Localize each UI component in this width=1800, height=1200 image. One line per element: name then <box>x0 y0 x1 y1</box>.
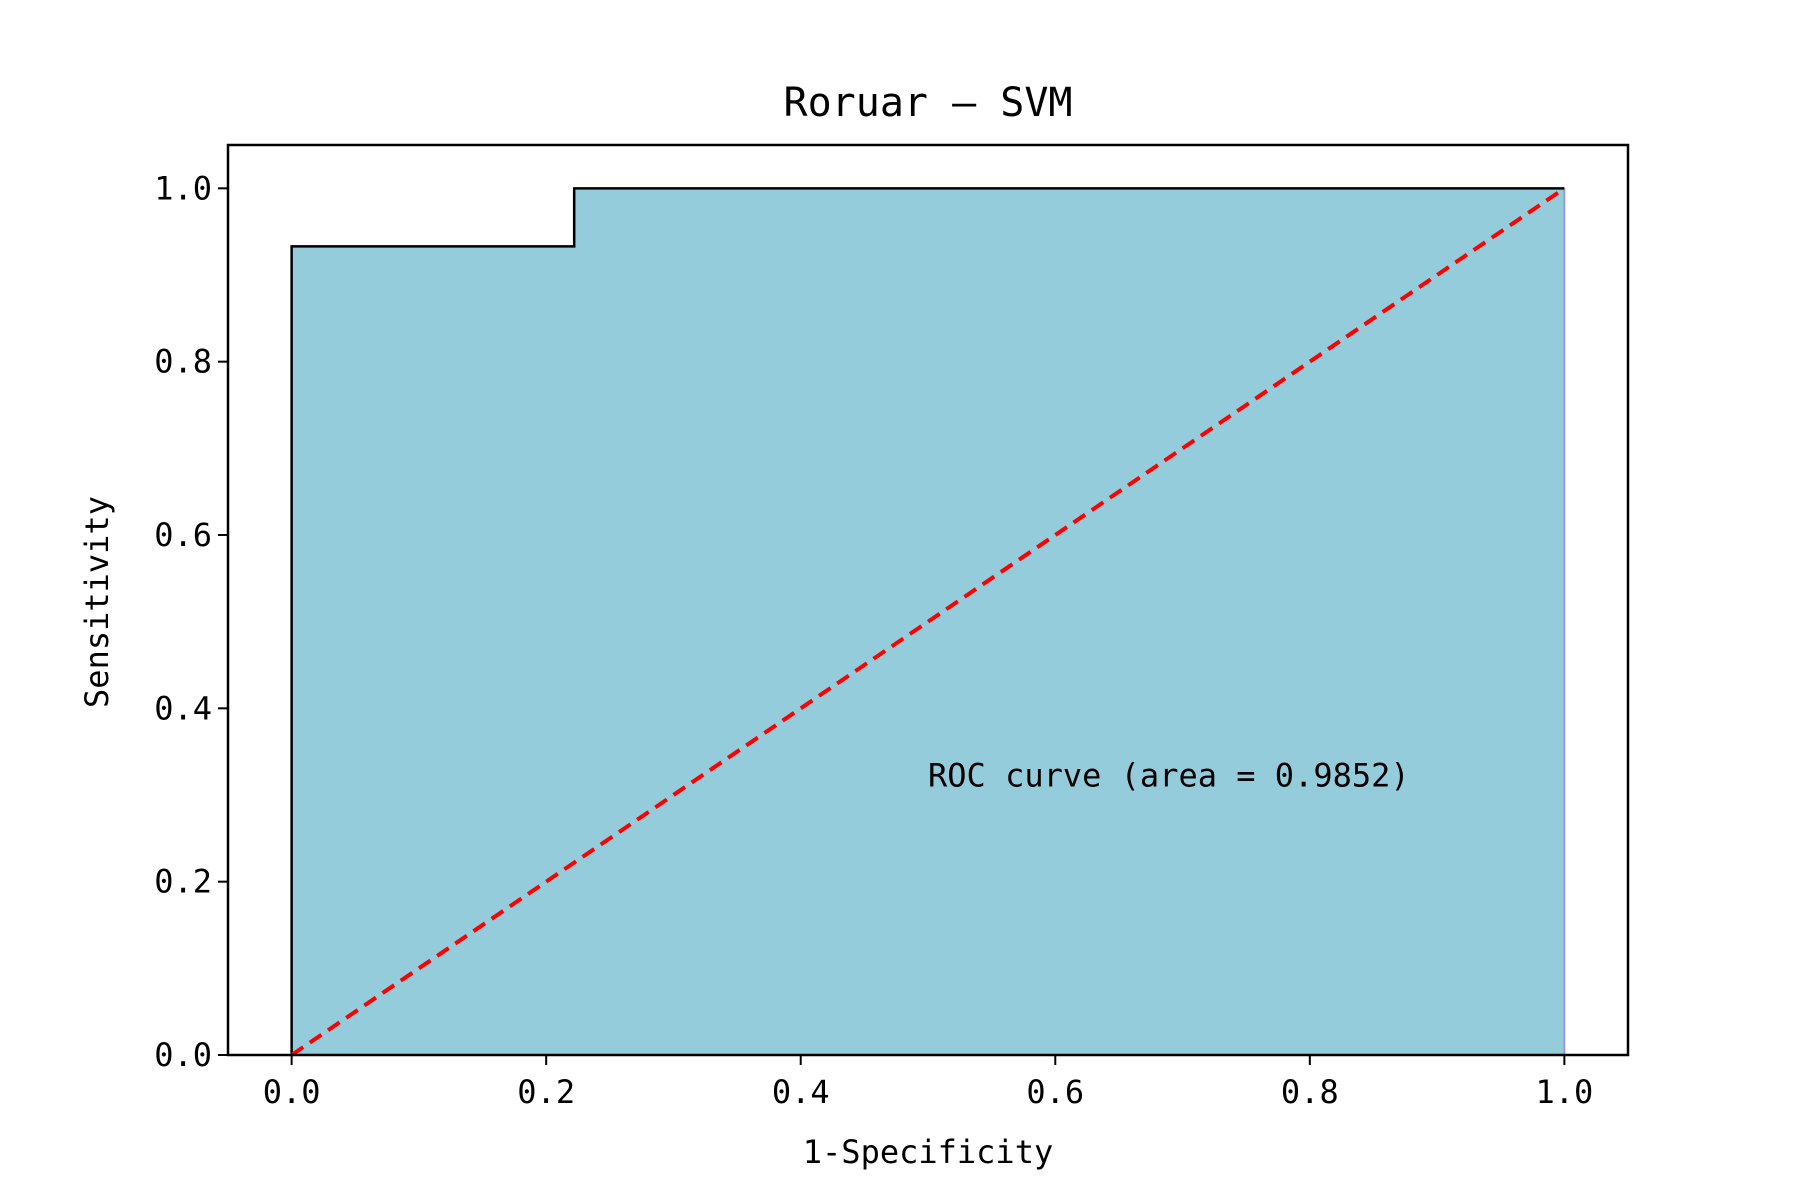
x-tick-label: 0.2 <box>517 1073 575 1111</box>
y-tick-label: 1.0 <box>154 169 212 207</box>
y-tick-label: 0.0 <box>154 1036 212 1074</box>
y-tick-label: 0.2 <box>154 863 212 901</box>
x-tick-label: 0.8 <box>1281 1073 1339 1111</box>
x-axis-ticks: 0.0 0.2 0.4 0.6 0.8 1.0 <box>263 1055 1593 1111</box>
plot-frame <box>226 143 1630 1057</box>
chance-diagonal-line <box>290 186 1566 1057</box>
y-axis-label: Sensitivity <box>78 496 116 708</box>
x-axis-label: 1-Specificity <box>803 1133 1053 1171</box>
x-tick-label: 1.0 <box>1535 1073 1593 1111</box>
chart-title: Roruar — SVM <box>784 80 1073 126</box>
x-tick-label: 0.4 <box>772 1073 830 1111</box>
roc-curve-line <box>290 187 1565 1055</box>
y-axis-ticks: 0.0 0.2 0.4 0.6 0.8 1.0 <box>154 169 228 1074</box>
x-tick-label: 0.6 <box>1026 1073 1084 1111</box>
plot-area <box>226 143 1630 1057</box>
auc-annotation: ROC curve (area = 0.9852) <box>928 756 1410 794</box>
y-tick-label: 0.8 <box>154 343 212 381</box>
y-tick-label: 0.4 <box>154 689 212 727</box>
x-tick-label: 0.0 <box>263 1073 321 1111</box>
y-tick-label: 0.6 <box>154 516 212 554</box>
